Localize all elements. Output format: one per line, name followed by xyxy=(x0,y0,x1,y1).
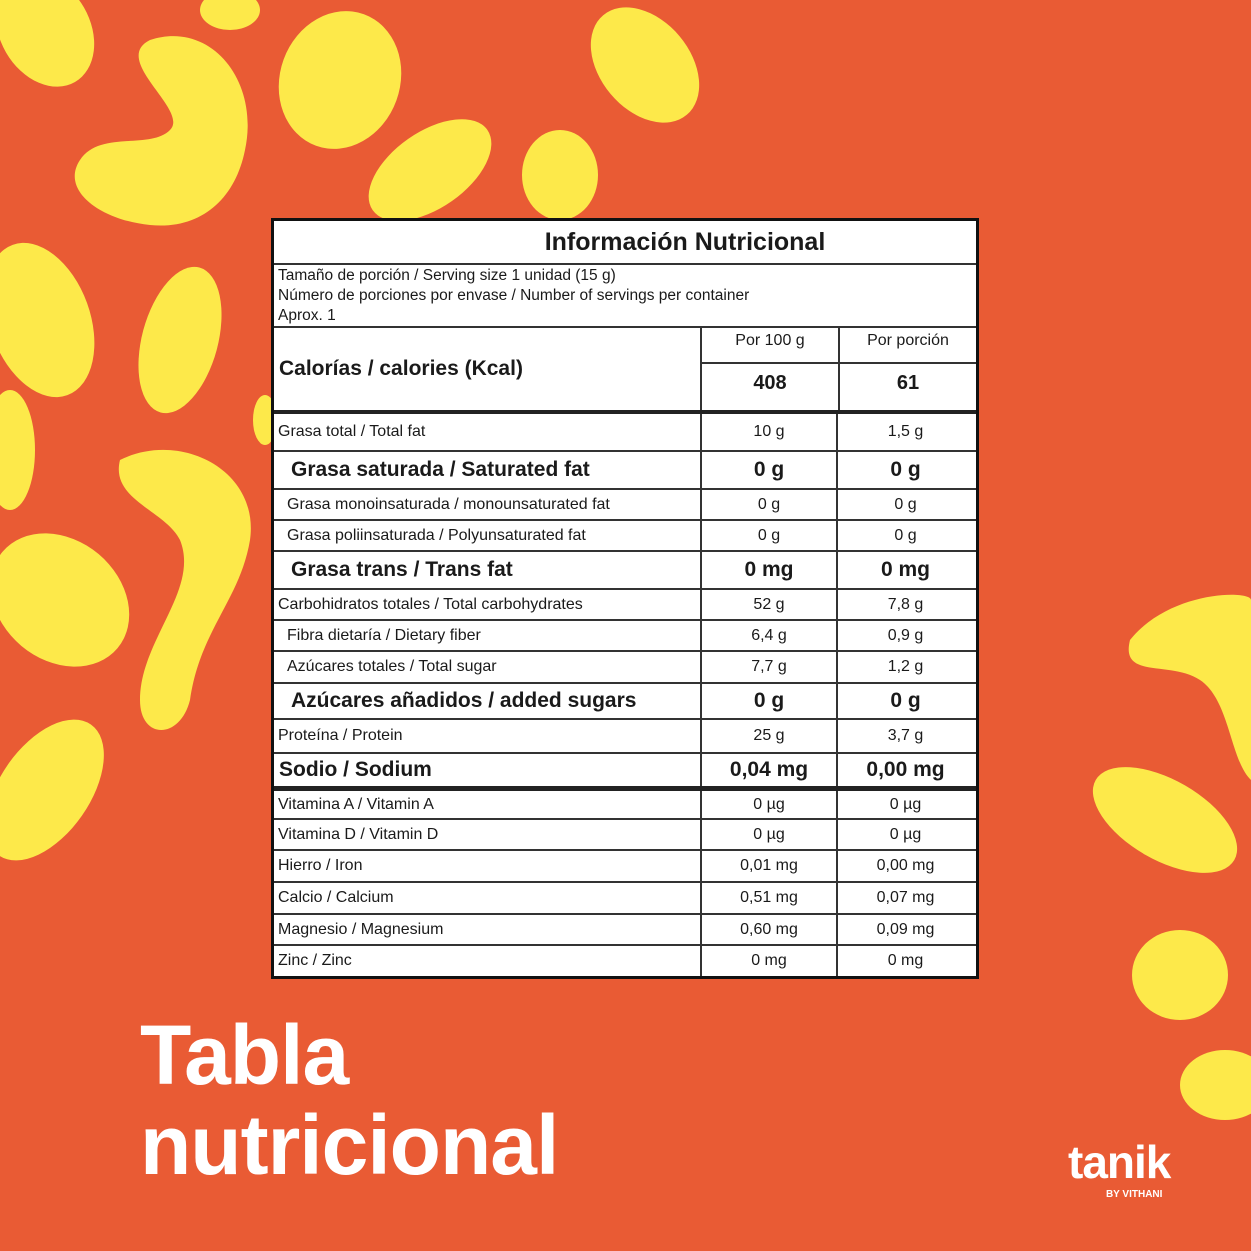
calories-per-100g: 408 xyxy=(753,372,787,394)
nutrient-label: Grasa poliinsaturada / Polyunsaturated f… xyxy=(274,521,702,550)
serving-size: Tamaño de porción / Serving size 1 unida… xyxy=(278,267,616,284)
nutrient-row: Grasa poliinsaturada / Polyunsaturated f… xyxy=(274,521,976,552)
nutrient-label: Sodio / Sodium xyxy=(274,754,702,786)
nutrient-rows: Grasa total / Total fat 10 g 1,5 g Grasa sa… xyxy=(274,414,976,976)
value-per-100g: 0 mg xyxy=(702,552,838,588)
headline: Tabla nutricional xyxy=(140,1008,559,1192)
headline-line-2: nutricional xyxy=(140,1098,559,1192)
nutrient-row: Fibra dietaría / Dietary fiber 6,4 g 0,9 g xyxy=(274,621,976,652)
value-per-100g: 0 g xyxy=(702,521,838,550)
value-per-100g: 0 g xyxy=(702,452,838,488)
calories-row: Calorías / calories (Kcal) Por 100 g 408… xyxy=(274,328,976,414)
column-header-per-100g: Por 100 g xyxy=(702,328,838,364)
value-per-100g: 7,7 g xyxy=(702,652,838,682)
nutrient-label: Calcio / Calcium xyxy=(274,883,702,913)
nutrient-label: Fibra dietaría / Dietary fiber xyxy=(274,621,702,650)
calories-label: Calorías / calories (Kcal) xyxy=(274,328,702,410)
nutrient-row: Azúcares totales / Total sugar 7,7 g 1,2 g xyxy=(274,652,976,684)
logo-wordmark: tanik xyxy=(1068,1136,1171,1188)
nutrient-label: Magnesio / Magnesium xyxy=(274,915,702,944)
value-per-100g: 25 g xyxy=(702,720,838,752)
nutrition-table: Información Nutricional Tamaño de porció… xyxy=(271,218,979,979)
value-per-100g: 52 g xyxy=(702,590,838,619)
value-per-100g: 0 µg xyxy=(702,820,838,849)
value-per-100g: 0,51 mg xyxy=(702,883,838,913)
value-per-serving: 0 mg xyxy=(887,952,924,969)
nutrient-label: Azúcares totales / Total sugar xyxy=(274,652,702,682)
value-per-serving: 0,07 mg xyxy=(876,889,935,906)
nutrient-label: Vitamina D / Vitamin D xyxy=(274,820,702,849)
nutrient-row: Grasa monoinsaturada / monounsaturated f… xyxy=(274,490,976,521)
value-per-100g: 0 g xyxy=(702,684,838,718)
value-per-100g: 0,04 mg xyxy=(702,754,838,786)
nutrient-row: Sodio / Sodium 0,04 mg 0,00 mg xyxy=(274,754,976,791)
value-per-serving: 0 g xyxy=(894,526,917,544)
servings-approx: Aprox. 1 xyxy=(278,307,336,324)
nutrient-label: Zinc / Zinc xyxy=(274,946,702,976)
nutrient-row: Zinc / Zinc 0 mg 0 mg xyxy=(274,946,976,976)
nutrient-row: Carbohidratos totales / Total carbohydra… xyxy=(274,590,976,621)
nutrient-label: Grasa trans / Trans fat xyxy=(274,552,702,588)
nutrient-row: Magnesio / Magnesium 0,60 mg 0,09 mg xyxy=(274,915,976,946)
value-per-serving: 1,2 g xyxy=(887,658,924,675)
value-per-serving: 1,5 g xyxy=(887,423,924,440)
value-per-serving: 0,00 mg xyxy=(866,758,945,781)
value-per-serving: 0 g xyxy=(890,458,921,481)
value-per-serving: 0,00 mg xyxy=(876,857,935,874)
nutrient-row: Hierro / Iron 0,01 mg 0,00 mg xyxy=(274,851,976,883)
value-per-serving: 0,09 mg xyxy=(876,920,935,938)
nutrient-row: Proteína / Protein 25 g 3,7 g xyxy=(274,720,976,754)
value-per-serving: 0 g xyxy=(894,495,917,513)
value-per-100g: 6,4 g xyxy=(702,621,838,650)
value-per-serving: 0 µg xyxy=(889,795,922,813)
nutrient-label: Grasa monoinsaturada / monounsaturated f… xyxy=(274,490,702,519)
brand-logo: tanik BY VITHANI xyxy=(1068,1136,1171,1201)
nutrient-label: Vitamina A / Vitamin A xyxy=(274,791,702,818)
nutrient-label: Carbohidratos totales / Total carbohydra… xyxy=(274,590,702,619)
value-per-100g: 0 µg xyxy=(702,791,838,818)
value-per-100g: 10 g xyxy=(702,414,838,450)
nutrient-row: Grasa total / Total fat 10 g 1,5 g xyxy=(274,414,976,452)
servings-per-container: Número de porciones por envase / Number … xyxy=(278,287,750,304)
headline-line-1: Tabla xyxy=(140,1008,349,1102)
calories-per-serving: 61 xyxy=(896,372,920,394)
table-title: Información Nutricional xyxy=(274,221,976,265)
nutrient-row: Grasa trans / Trans fat 0 mg 0 mg xyxy=(274,552,976,590)
nutrient-label: Proteína / Protein xyxy=(274,720,702,752)
value-per-serving: 0,9 g xyxy=(887,626,924,644)
logo-tagline: BY VITHANI xyxy=(1105,1189,1163,1200)
value-per-serving: 0 µg xyxy=(889,825,922,843)
value-per-serving: 3,7 g xyxy=(887,727,924,744)
value-per-serving: 7,8 g xyxy=(887,595,924,613)
value-per-100g: 0 mg xyxy=(702,946,838,976)
value-per-serving: 0 mg xyxy=(880,558,930,581)
value-per-100g: 0,60 mg xyxy=(702,915,838,944)
value-per-serving: 0 g xyxy=(890,689,921,712)
value-per-100g: 0 g xyxy=(702,490,838,519)
value-per-100g: 0,01 mg xyxy=(702,851,838,881)
nutrient-label: Azúcares añadidos / added sugars xyxy=(274,684,702,718)
nutrient-row: Calcio / Calcium 0,51 mg 0,07 mg xyxy=(274,883,976,915)
nutrient-label: Grasa total / Total fat xyxy=(274,414,702,450)
column-header-per-serving: Por porción xyxy=(840,328,976,364)
nutrient-label: Grasa saturada / Saturated fat xyxy=(274,452,702,488)
serving-info: Tamaño de porción / Serving size 1 unida… xyxy=(274,265,976,328)
nutrient-label: Hierro / Iron xyxy=(274,851,702,881)
